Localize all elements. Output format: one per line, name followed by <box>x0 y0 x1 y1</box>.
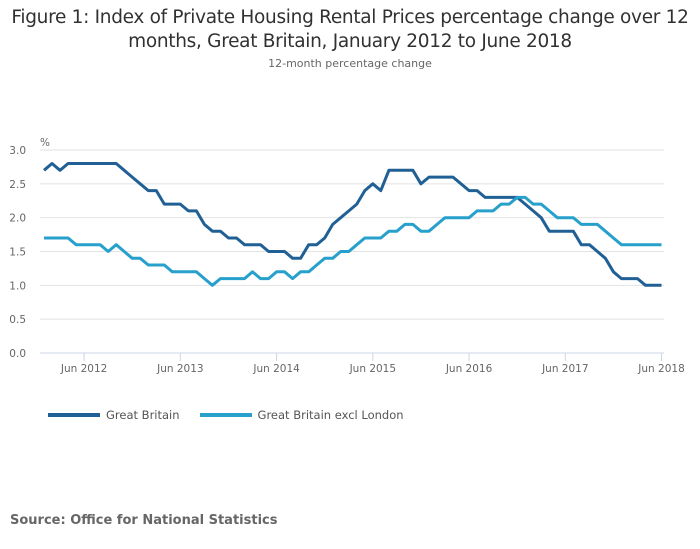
x-tick-label: Jun 2016 <box>445 363 493 375</box>
x-tick-label: Jun 2014 <box>252 363 300 375</box>
series-line-great-britain-excl-london <box>44 195 662 287</box>
legend-swatch-great-britain-excl-london <box>199 413 252 417</box>
chart-subtitle: 12-month percentage change <box>268 57 432 70</box>
legend: Great Britain Great Britain excl London <box>48 408 424 422</box>
y-tick-label: 2.5 <box>9 179 26 191</box>
y-tick-label: 0.5 <box>9 314 26 326</box>
y-tick-label: 0.0 <box>9 348 26 360</box>
x-tick-label: Jun 2012 <box>60 363 107 375</box>
y-tick-label: 1.5 <box>9 247 26 259</box>
legend-label: Great Britain excl London <box>257 408 404 422</box>
source-note: Source: Office for National Statistics <box>10 513 278 528</box>
y-tick-label: 2.0 <box>9 213 26 225</box>
x-tick-label: Jun 2015 <box>349 363 396 375</box>
legend-swatch-great-britain <box>48 413 100 417</box>
chart-title: Figure 1: Index of Private Housing Renta… <box>11 7 689 52</box>
legend-item-great-britain[interactable]: Great Britain <box>48 408 180 422</box>
legend-label: Great Britain <box>106 408 180 422</box>
y-tick-label: 1.0 <box>9 280 26 292</box>
x-tick-label: Jun 2013 <box>156 363 203 375</box>
y-axis-unit: % <box>40 137 50 149</box>
x-tick-label: Jun 2018 <box>637 363 684 375</box>
x-tick-label: Jun 2017 <box>541 363 588 375</box>
legend-item-great-britain-excl-london[interactable]: Great Britain excl London <box>199 408 404 422</box>
series-line-great-britain <box>43 162 662 287</box>
y-tick-label: 3.0 <box>9 145 26 157</box>
